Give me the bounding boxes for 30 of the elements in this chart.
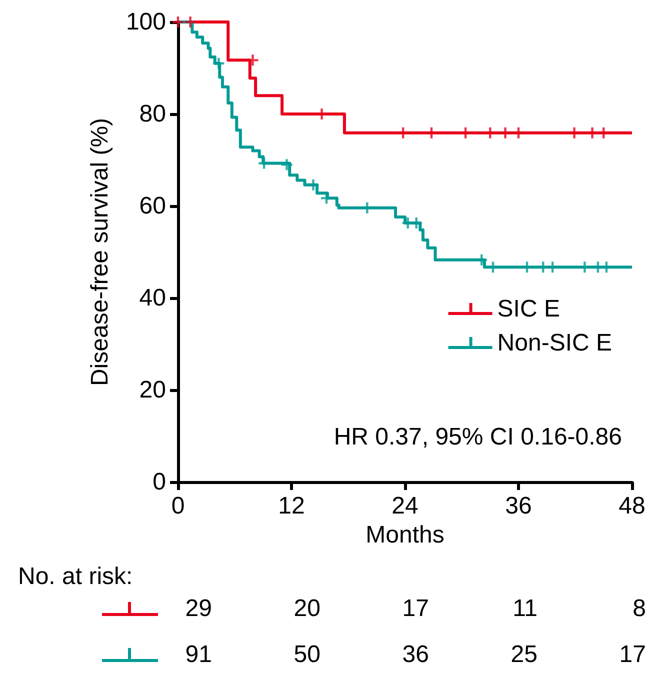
text: 50 [292,641,320,669]
text: 17 [618,641,646,669]
x-tick-label: 48 [618,492,646,520]
y-tick-label: 0 [152,468,166,496]
text: 36 [401,641,429,669]
text: 11 [512,595,538,623]
text: 91 [184,641,212,669]
text: 25 [510,641,538,669]
text: 29 [184,595,212,623]
y-tick-label: 60 [139,192,166,220]
text: 20 [292,595,320,623]
y-tick-label: 40 [139,284,166,312]
text: 17 [401,595,429,623]
legend-label: SIC E [497,296,560,322]
y-axis-title: Disease-free survival (%) [86,118,114,386]
point [213,58,224,69]
y-tick-label: 100 [126,8,166,36]
text: No. at risk: [18,563,133,591]
x-tick-label: 36 [505,492,532,520]
x-tick-label: 12 [278,492,305,520]
point [281,159,292,170]
text: 8 [632,595,646,623]
y-tick-label: 20 [139,376,166,404]
point [172,16,184,28]
legend-label: Non-SIC E [497,330,612,356]
annotation: HR 0.37, 95% CI 0.16-0.86 [334,424,622,450]
x-tick-label: 0 [171,492,185,520]
x-tick-label: 24 [392,492,418,520]
x-axis-title: Months [366,521,444,548]
y-tick-label: 80 [139,100,166,128]
